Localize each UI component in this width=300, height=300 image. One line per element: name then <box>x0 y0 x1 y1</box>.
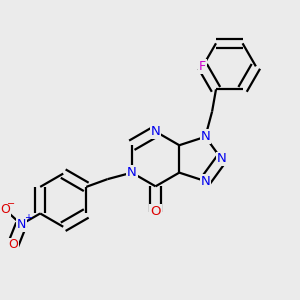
Text: +: + <box>24 214 32 224</box>
Text: N: N <box>151 125 160 138</box>
Text: O: O <box>150 205 161 218</box>
Text: O: O <box>0 203 10 216</box>
Text: N: N <box>127 166 137 179</box>
Text: O: O <box>8 238 18 251</box>
Text: F: F <box>199 60 206 73</box>
Text: N: N <box>200 175 210 188</box>
Text: N: N <box>16 218 26 231</box>
Text: −: − <box>7 199 15 209</box>
Text: N: N <box>200 130 210 143</box>
Text: N: N <box>217 152 226 165</box>
